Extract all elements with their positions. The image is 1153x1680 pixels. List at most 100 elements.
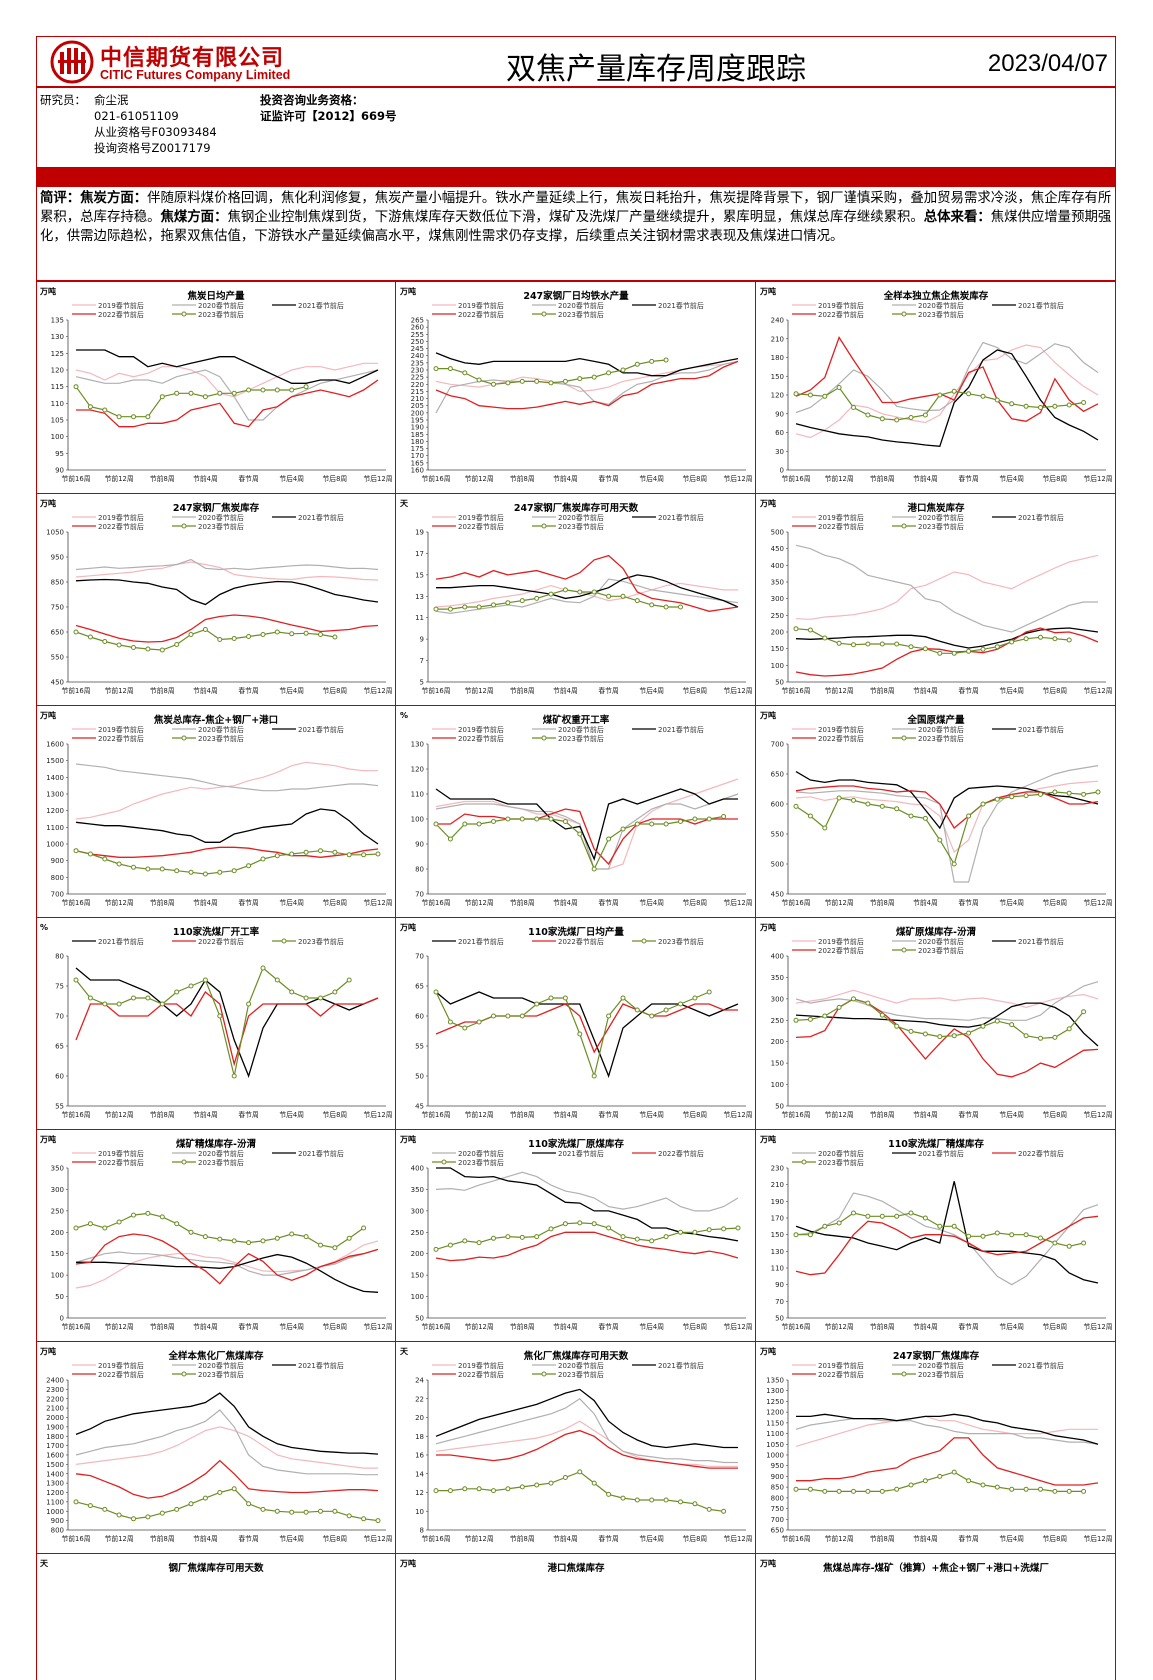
- y-tick-label: 1300: [46, 1480, 64, 1488]
- line-chart: 万吨 焦煤总库存-煤矿（推算）+焦企+钢厂+港口+洗煤厂: [759, 1558, 1049, 1574]
- data-point: [908, 415, 914, 420]
- legend-label: 2023春节前后: [198, 1158, 244, 1167]
- data-point: [937, 1473, 943, 1479]
- y-tick-label: 50: [775, 1103, 784, 1111]
- data-point: [491, 1235, 496, 1241]
- legend-label: 2021春节前后: [298, 725, 344, 734]
- legend-label: 2023春节前后: [198, 310, 244, 319]
- legend-item: 2019春节前后: [792, 937, 864, 946]
- data-point: [966, 1478, 972, 1484]
- y-tick-label: 500: [771, 529, 784, 537]
- y-tick-label: 265: [411, 317, 424, 325]
- data-point: [562, 819, 568, 824]
- series-line-s2019: [435, 360, 739, 393]
- data-point: [577, 376, 583, 382]
- legend-label: 2022春节前后: [818, 310, 864, 319]
- overall-section-label: 总体来看：: [923, 210, 991, 225]
- x-tick-label: 春节周: [958, 1322, 978, 1331]
- unit-label: 万吨: [759, 710, 776, 720]
- series-line-s2022: [436, 808, 738, 866]
- data-point: [922, 1215, 928, 1221]
- legend-item: 2023春节前后: [892, 734, 964, 743]
- y-tick-label: 100: [411, 1293, 424, 1301]
- legend-item: 2021春节前后: [272, 725, 344, 734]
- y-tick-label: 255: [411, 331, 424, 339]
- legend-item: 2023春节前后: [172, 1158, 244, 1167]
- y-tick-label: 65: [55, 1043, 64, 1051]
- series-line-s2022: [75, 846, 379, 858]
- data-point: [1066, 1243, 1072, 1249]
- y-tick-label: 125: [51, 350, 64, 358]
- y-tick-label: 900: [771, 1473, 784, 1481]
- data-point: [188, 390, 194, 396]
- x-tick-label: 节前4周: [553, 686, 578, 695]
- x-tick-label: 节前8周: [870, 474, 895, 483]
- data-point: [246, 634, 252, 639]
- data-point: [706, 816, 712, 822]
- data-point: [447, 366, 453, 372]
- legend-label: 2022春节前后: [98, 522, 144, 531]
- data-point: [174, 989, 180, 995]
- y-tick-label: 115: [51, 383, 64, 391]
- y-tick-label: 70: [415, 953, 424, 961]
- legend-item: 2019春节前后: [432, 513, 504, 522]
- legend-item: 2020春节前后: [432, 1149, 504, 1158]
- data-point: [87, 634, 93, 640]
- y-tick-label: 160: [411, 467, 424, 475]
- data-point: [188, 632, 194, 637]
- data-point: [908, 1028, 914, 1034]
- data-point: [836, 1220, 842, 1226]
- x-tick-label: 节前16周: [421, 1110, 450, 1119]
- y-tick-label: 205: [411, 402, 424, 410]
- data-point: [865, 801, 871, 807]
- data-point: [1052, 789, 1058, 795]
- x-tick-label: 节前16周: [421, 686, 450, 695]
- series-line-s2021: [435, 1388, 738, 1449]
- data-point: [606, 1013, 612, 1019]
- data-point: [851, 1210, 856, 1216]
- data-point: [721, 1508, 727, 1514]
- legend-label: 2022春节前后: [98, 1370, 144, 1379]
- series-line-s2023: [435, 991, 710, 1079]
- data-point: [706, 989, 712, 995]
- data-point: [289, 1231, 295, 1237]
- x-tick-label: 节前4周: [193, 898, 218, 907]
- x-tick-label: 节前12周: [465, 1110, 494, 1119]
- line-chart: 万吨 焦炭日均产量 2019春节前后 2020春节前后 2021春节前后 2022春节前后…: [39, 286, 393, 483]
- x-tick-label: 节后12周: [363, 686, 392, 695]
- legend-item: 2023春节前后: [172, 522, 244, 531]
- y-tick-label: 250: [771, 1017, 784, 1025]
- data-point: [246, 1501, 252, 1507]
- data-point: [274, 977, 280, 983]
- data-point: [159, 1214, 165, 1220]
- legend-item: 2022春节前后: [72, 1158, 144, 1167]
- data-point: [894, 1486, 900, 1492]
- y-tick-label: 235: [411, 359, 424, 367]
- legend-label: 2020春节前后: [198, 725, 244, 734]
- y-tick-label: 260: [411, 324, 424, 332]
- legend-label: 2019春节前后: [98, 513, 144, 522]
- data-point: [591, 1480, 597, 1486]
- y-tick-label: 170: [771, 1215, 784, 1223]
- y-tick-label: 1400: [46, 1470, 64, 1478]
- legend-label: 2022春节前后: [818, 946, 864, 955]
- data-point: [188, 1501, 194, 1507]
- y-tick-label: 100: [51, 433, 64, 441]
- data-point: [231, 868, 237, 874]
- data-point: [951, 1469, 957, 1475]
- series-line-s2023: [435, 1222, 739, 1250]
- x-tick-label: 节前12周: [105, 1322, 134, 1331]
- y-tick-label: 200: [771, 629, 784, 637]
- x-tick-label: 节前4周: [913, 686, 938, 695]
- chart-title: 焦化厂焦煤库存可用天数: [523, 1350, 629, 1362]
- unit-label: 万吨: [399, 1558, 416, 1568]
- unit-label: 万吨: [39, 1134, 56, 1144]
- chart-title: 247家钢厂焦炭库存可用天数: [514, 502, 639, 514]
- data-point: [87, 1221, 93, 1227]
- data-point: [879, 1012, 885, 1018]
- data-point: [620, 826, 626, 832]
- x-tick-label: 节前4周: [913, 1322, 938, 1331]
- y-tick-label: 1100: [766, 1430, 784, 1438]
- y-tick-label: 650: [771, 1527, 784, 1535]
- data-point: [1038, 405, 1043, 410]
